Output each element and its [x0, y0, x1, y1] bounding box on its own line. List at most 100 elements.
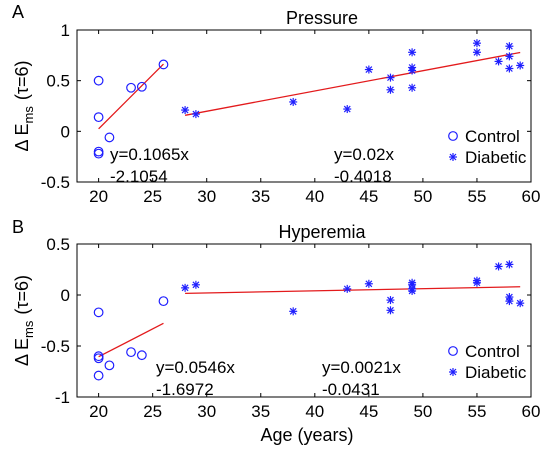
- asterisk-stroke: [192, 110, 200, 118]
- x-tick-label: 40: [305, 402, 324, 421]
- control-point: [93, 75, 104, 86]
- control-point: [136, 350, 147, 361]
- control-point: [93, 148, 104, 159]
- fit-equation-1: y=0.0546x: [156, 358, 235, 377]
- y-tick-label: 0: [61, 286, 70, 305]
- asterisk-stroke: [181, 284, 189, 292]
- control-point: [93, 353, 104, 364]
- asterisk-stroke: [289, 98, 297, 106]
- legend-label: Control: [465, 127, 520, 146]
- diabetic-point: [516, 299, 525, 308]
- diabetic-point: [505, 297, 514, 306]
- control-point: [126, 347, 136, 358]
- y-tick-label: -0.5: [41, 173, 70, 192]
- diabetic-point: [505, 52, 514, 61]
- y-tick-label: -0.5: [41, 337, 70, 356]
- asterisk-stroke: [408, 48, 416, 56]
- asterisk-stroke: [516, 62, 524, 69]
- control-point: [136, 81, 147, 92]
- x-tick-label: 55: [467, 187, 486, 206]
- diabetic-point: [408, 83, 417, 92]
- asterisk-stroke: [365, 280, 373, 288]
- y-tick-label: 1: [61, 21, 70, 40]
- y-tick-label: 0.5: [46, 235, 70, 254]
- diabetic-point: [191, 280, 200, 289]
- diabetic-point: [472, 48, 481, 57]
- asterisk-stroke: [181, 106, 189, 114]
- diabetic-point: [364, 65, 373, 74]
- asterisk-stroke: [387, 296, 394, 304]
- asterisk-stroke: [505, 65, 513, 72]
- diabetic-point: [386, 73, 395, 82]
- legend-marker-control: [448, 346, 458, 356]
- asterisk-stroke: [449, 153, 457, 161]
- fit-equation-2: y=0.0021x: [322, 358, 401, 377]
- x-tick-label: 50: [413, 402, 432, 421]
- diabetic-point: [408, 48, 417, 57]
- x-tick-label: 25: [143, 402, 162, 421]
- plot-frame: [76, 29, 532, 183]
- x-tick-label: 20: [89, 187, 108, 206]
- chart-title: Pressure: [286, 8, 358, 28]
- y-axis-label-paren: (τ=6): [12, 60, 32, 100]
- control-point: [93, 370, 104, 381]
- diabetic-point: [364, 279, 373, 288]
- fit-equation-2: -0.4018: [334, 167, 392, 186]
- fit-equation-1: -1.6972: [156, 380, 214, 399]
- panel-label: B: [12, 217, 24, 237]
- fit-equation-1: -2.1054: [110, 167, 168, 186]
- diabetic-point: [191, 110, 200, 119]
- asterisk-stroke: [408, 287, 416, 295]
- diabetic-point: [408, 286, 417, 295]
- diabetic-point: [343, 284, 352, 293]
- chart-title: Hyperemia: [278, 222, 366, 242]
- asterisk-stroke: [505, 42, 513, 50]
- plot-frame: [76, 243, 532, 398]
- asterisk-stroke: [408, 67, 416, 74]
- diabetic-point: [472, 278, 481, 287]
- x-tick-label: 60: [522, 402, 541, 421]
- y-axis-label-subscript: ms: [21, 320, 36, 338]
- y-axis-label-subscript: ms: [21, 106, 36, 124]
- diabetic-point: [494, 262, 503, 271]
- diabetic-point: [289, 97, 298, 106]
- diabetic-point: [386, 296, 395, 305]
- y-axis-label-paren: (τ=6): [12, 275, 32, 315]
- diabetic-point: [505, 64, 514, 73]
- asterisk-stroke: [343, 285, 351, 293]
- x-tick-label: 60: [522, 187, 541, 206]
- asterisk-stroke: [473, 48, 481, 56]
- fit-line-2: [184, 51, 521, 116]
- asterisk-stroke: [505, 297, 513, 305]
- legend-marker-diabetic: [449, 368, 457, 376]
- fit-equation-1: y=0.1065x: [110, 145, 189, 164]
- control-point: [158, 59, 169, 70]
- legend-label: Diabetic: [465, 148, 527, 167]
- diabetic-point: [289, 307, 298, 316]
- x-tick-label: 35: [251, 187, 270, 206]
- diabetic-point: [472, 39, 481, 48]
- y-tick-label: -1: [55, 388, 70, 407]
- legend-label: Control: [465, 342, 520, 361]
- diabetic-point: [408, 66, 417, 75]
- panel-label: A: [12, 2, 24, 22]
- control-point: [126, 82, 136, 93]
- asterisk-stroke: [473, 39, 481, 47]
- diabetic-point: [181, 106, 190, 115]
- diabetic-point: [386, 85, 395, 94]
- y-axis-label: Δ Ems (τ=6): [12, 275, 36, 366]
- asterisk-stroke: [365, 66, 373, 73]
- y-tick-label: 0: [61, 122, 70, 141]
- legend-marker-control: [448, 131, 458, 141]
- x-axis-label: Age (years): [260, 425, 353, 445]
- asterisk-stroke: [387, 74, 394, 82]
- x-tick-label: 45: [359, 187, 378, 206]
- x-tick-label: 30: [197, 402, 216, 421]
- diabetic-point: [505, 42, 514, 51]
- x-tick-label: 35: [251, 402, 270, 421]
- fit-line-1: [98, 63, 164, 130]
- y-axis-label-main: Δ E: [12, 338, 32, 366]
- control-point: [93, 146, 104, 157]
- y-axis-label-main: Δ E: [12, 123, 32, 151]
- diabetic-point: [505, 260, 514, 269]
